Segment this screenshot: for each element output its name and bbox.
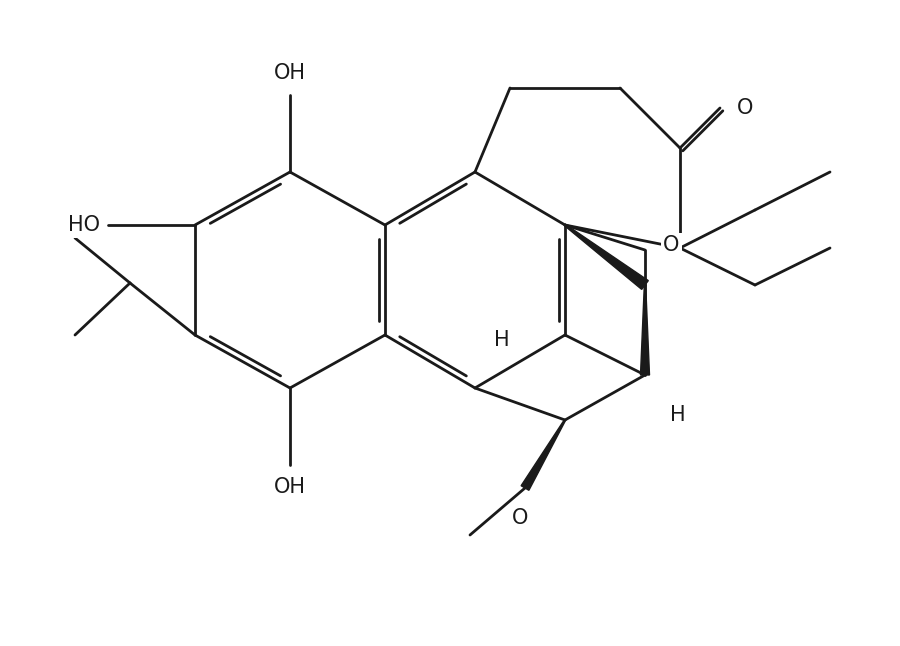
Text: H: H	[670, 405, 686, 425]
Polygon shape	[564, 224, 648, 289]
Text: O: O	[737, 98, 753, 118]
Text: OH: OH	[274, 477, 306, 497]
Text: OH: OH	[274, 63, 306, 83]
Text: H: H	[494, 330, 510, 350]
Text: HO: HO	[68, 215, 100, 235]
Polygon shape	[521, 420, 565, 490]
Text: O: O	[512, 508, 528, 528]
Text: O: O	[663, 235, 680, 255]
Polygon shape	[641, 285, 650, 375]
